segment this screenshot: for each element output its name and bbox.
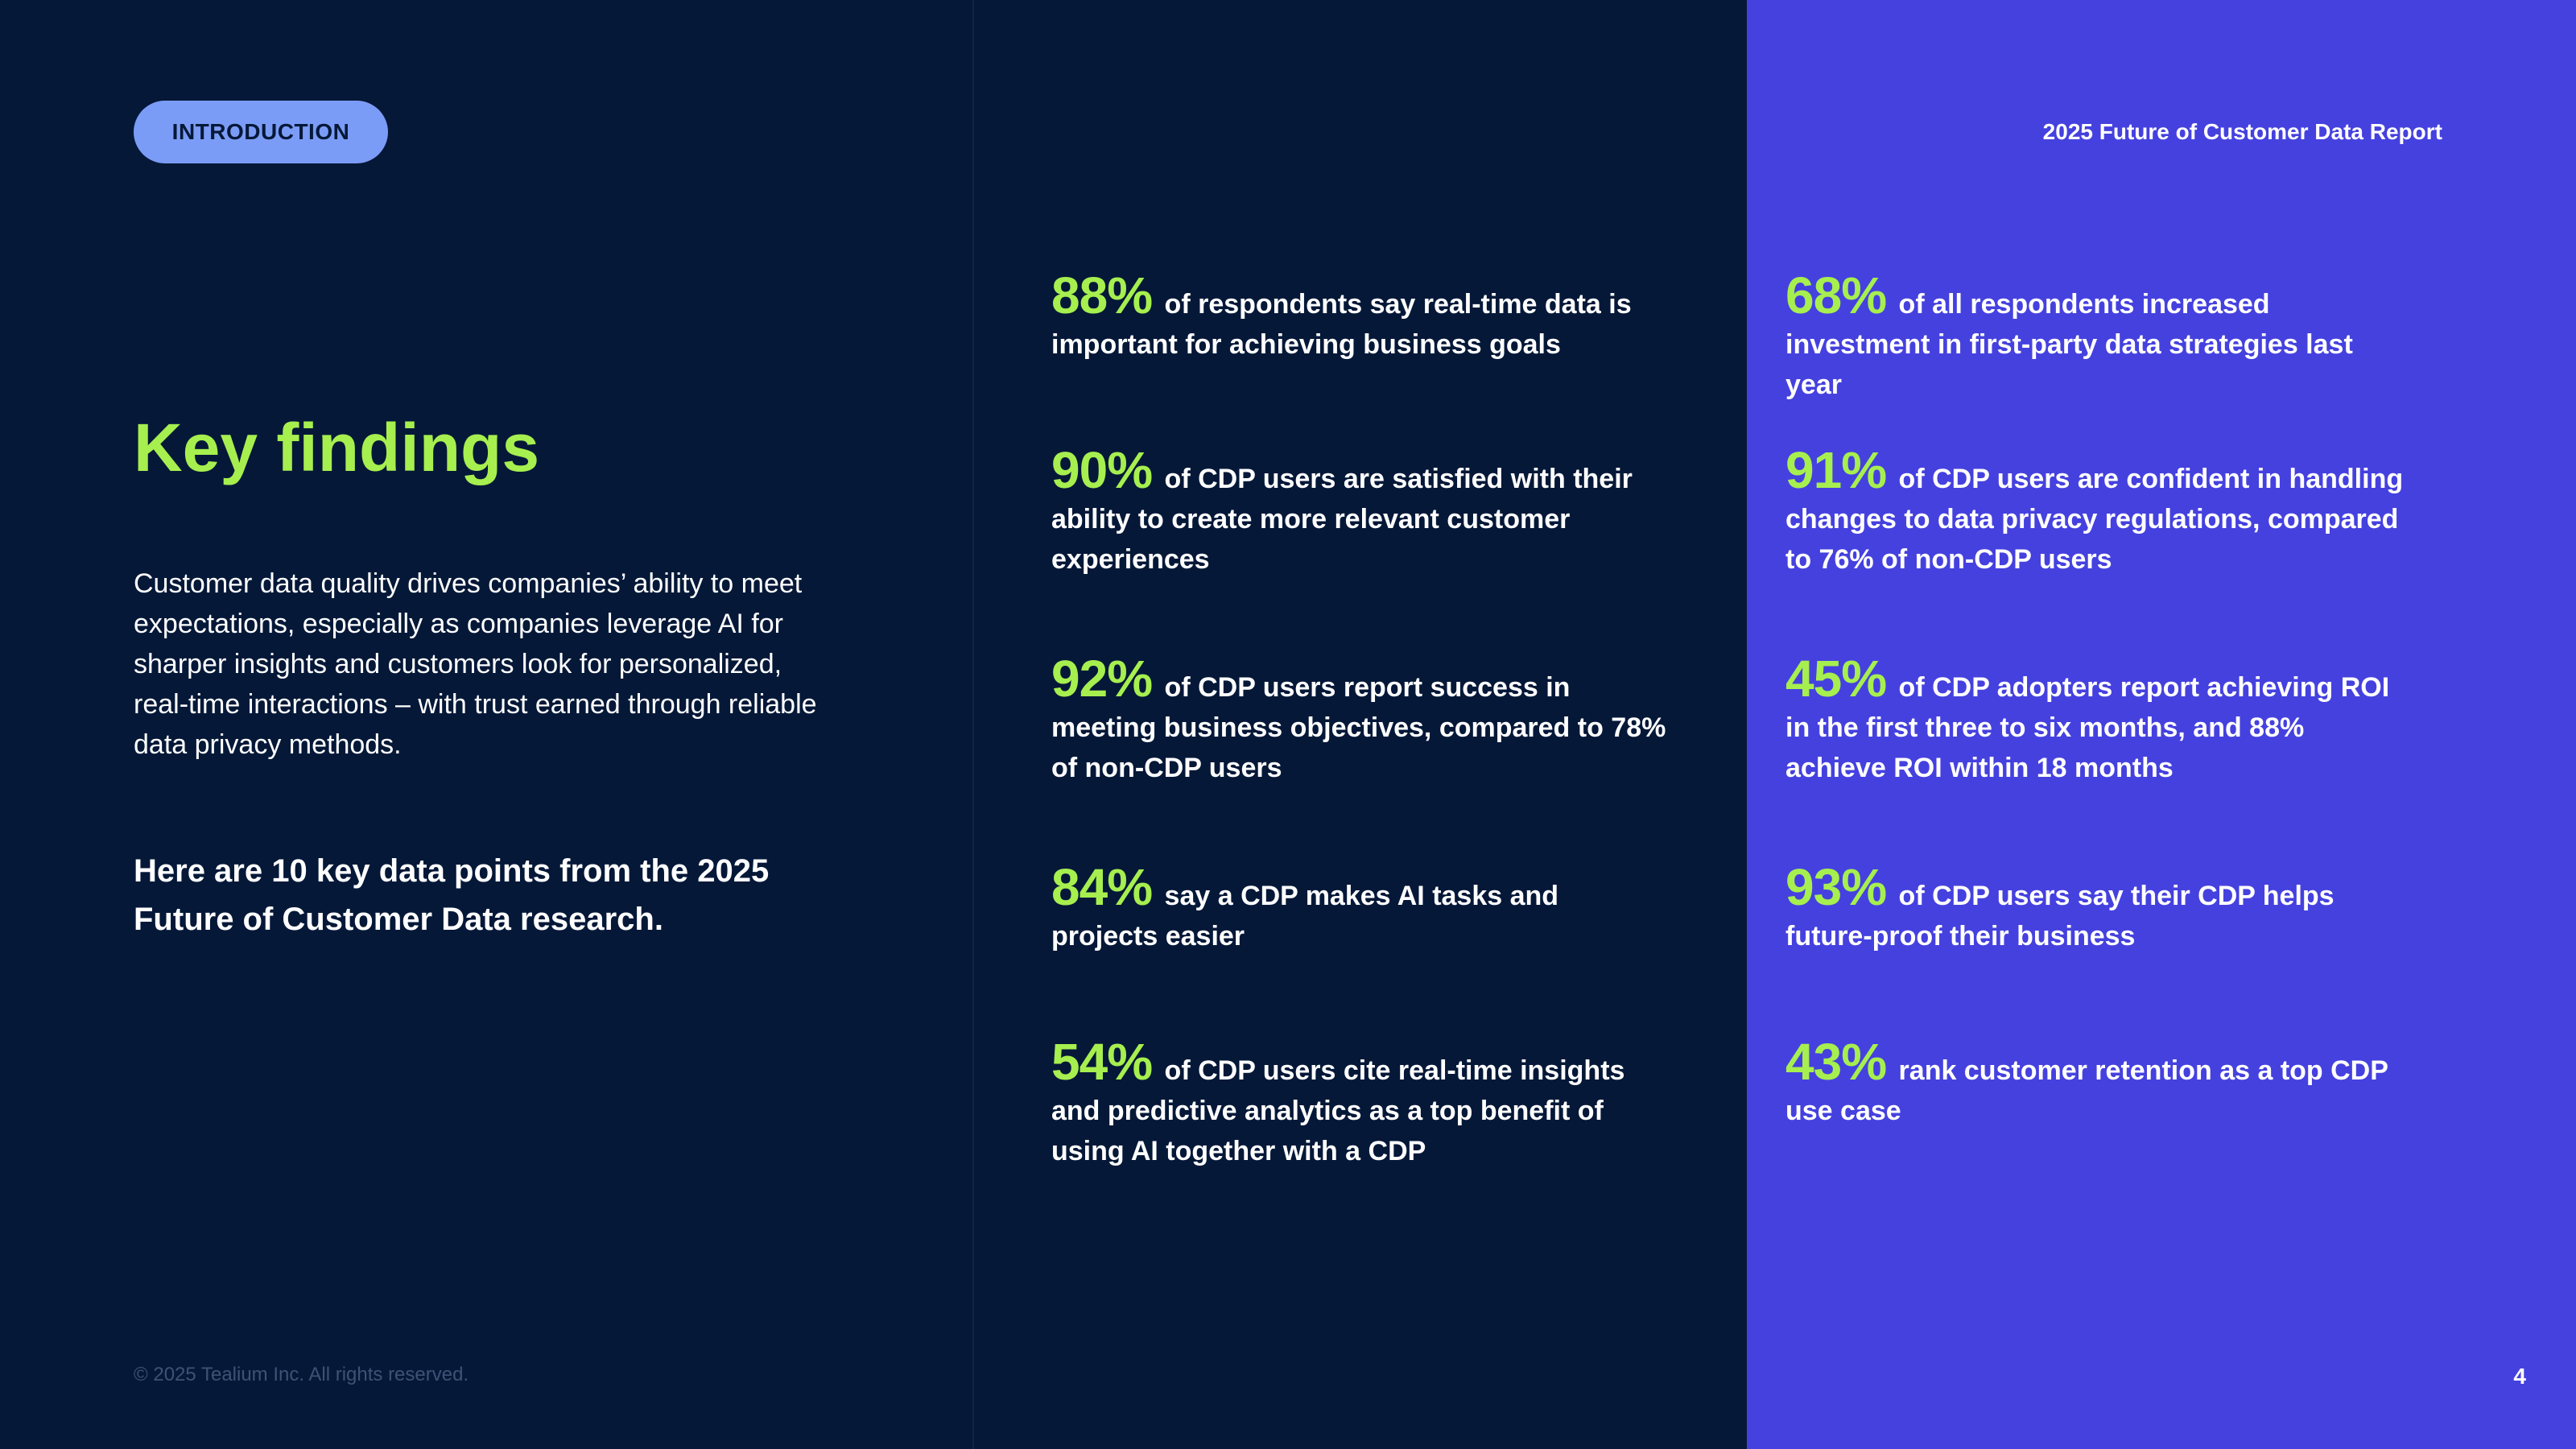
stat-percentage: 92% — [1051, 650, 1153, 708]
stat-percentage: 54% — [1051, 1033, 1153, 1091]
stat-percentage: 90% — [1051, 441, 1153, 499]
copyright-notice: © 2025 Tealium Inc. All rights reserved. — [134, 1364, 469, 1385]
stat-item: 88% of respondents say real-time data is… — [1051, 270, 1671, 365]
stat-item: 84% say a CDP makes AI tasks and project… — [1051, 861, 1671, 956]
page-title: Key findings — [134, 410, 540, 485]
stat-description: say a CDP makes AI tasks and projects ea… — [1051, 881, 1559, 952]
callout-text: Here are 10 key data points from the 202… — [134, 853, 770, 937]
stat-percentage: 88% — [1051, 266, 1153, 324]
stat-percentage: 91% — [1785, 441, 1887, 499]
accent-panel — [1747, 0, 2576, 1449]
stat-description: of CDP adopters report achieving ROI in … — [1785, 672, 2390, 783]
stat-item: 91% of CDP users are confident in handli… — [1785, 444, 2405, 580]
stat-percentage: 93% — [1785, 858, 1887, 916]
stat-description: of all respondents increased investment … — [1785, 289, 2353, 400]
stat-item: 45% of CDP adopters report achieving ROI… — [1785, 653, 2405, 788]
stat-item: 54% of CDP users cite real-time insights… — [1051, 1036, 1671, 1171]
stat-item: 93% of CDP users say their CDP helps fut… — [1785, 861, 2405, 956]
column-divider — [972, 0, 974, 1449]
stat-description: of CDP users cite real-time insights and… — [1051, 1055, 1625, 1166]
stat-item: 68% of all respondents increased investm… — [1785, 270, 2405, 405]
report-title: 2025 Future of Customer Data Report — [2042, 119, 2442, 144]
stat-item: 43% rank customer retention as a top CDP… — [1785, 1036, 2405, 1131]
stat-description: of CDP users say their CDP helps future-… — [1785, 881, 2334, 952]
stat-percentage: 68% — [1785, 266, 1887, 324]
stat-percentage: 84% — [1051, 858, 1153, 916]
stat-percentage: 43% — [1785, 1033, 1887, 1091]
section-badge: INTRODUCTION — [134, 101, 388, 163]
stat-description: of CDP users are confident in handling c… — [1785, 464, 2404, 575]
stat-description: of CDP users report success in meeting b… — [1051, 672, 1666, 783]
stat-description: of respondents say real-time data is imp… — [1051, 289, 1632, 360]
page-number: 4 — [2513, 1364, 2526, 1389]
stat-item: 90% of CDP users are satisfied with thei… — [1051, 444, 1671, 580]
stat-description: rank customer retention as a top CDP use… — [1785, 1055, 2388, 1126]
intro-paragraph: Customer data quality drives companies’ … — [134, 568, 817, 760]
stat-item: 92% of CDP users report success in meeti… — [1051, 653, 1671, 788]
stat-percentage: 45% — [1785, 650, 1887, 708]
stat-description: of CDP users are satisfied with their ab… — [1051, 464, 1633, 575]
